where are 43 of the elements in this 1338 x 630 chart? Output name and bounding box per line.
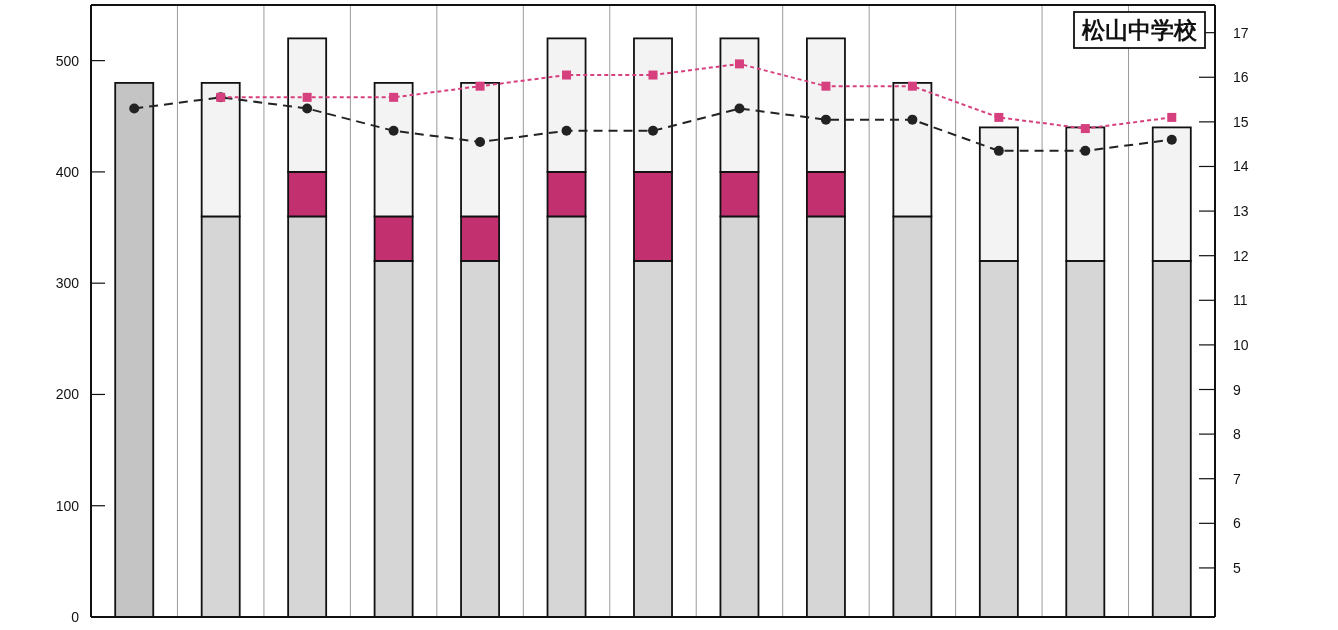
point (1080, 124, 1090, 134)
y2-tick-label: 14 (1233, 158, 1249, 175)
y-tick-label: 300 (55, 275, 80, 292)
point (302, 92, 312, 102)
point (907, 114, 918, 125)
point (993, 145, 1004, 156)
point (1166, 134, 1177, 145)
point (475, 136, 486, 147)
y2-tick-label: 9 (1233, 381, 1241, 398)
y2-tick-label: 5 (1233, 559, 1241, 576)
y2-tick-label: 16 (1233, 69, 1249, 86)
y2-tick-label: 7 (1233, 470, 1241, 487)
y2-tick-label: 6 (1233, 515, 1241, 532)
y-tick-label: 500 (55, 52, 80, 69)
point (561, 125, 572, 136)
y2-tick-label: 17 (1233, 24, 1249, 41)
point (994, 112, 1004, 122)
point (1080, 145, 1091, 156)
y2-tick-label: 13 (1233, 203, 1249, 220)
y-tick-label: 200 (55, 386, 80, 403)
y-tick-label: 100 (55, 497, 80, 514)
y-tick-label: 0 (71, 609, 80, 625)
point (820, 114, 831, 125)
point (475, 81, 485, 91)
y2-tick-label: 12 (1233, 247, 1249, 264)
y2-tick-label: 8 (1233, 426, 1241, 443)
point (562, 70, 572, 80)
point (648, 125, 658, 136)
point (388, 125, 399, 136)
title: 松山中学校 (1073, 11, 1206, 49)
point (302, 103, 313, 114)
point (734, 103, 745, 114)
y2-tick-label: 10 (1233, 336, 1249, 353)
point (648, 70, 658, 80)
y-tick-label: 400 (55, 163, 80, 180)
y2-tick-label: 11 (1233, 292, 1248, 309)
point (734, 59, 744, 69)
y2-tick-label: 15 (1233, 113, 1249, 130)
point (129, 103, 140, 114)
point (821, 81, 831, 91)
point (907, 81, 917, 91)
point (1167, 112, 1177, 122)
point (389, 92, 399, 102)
